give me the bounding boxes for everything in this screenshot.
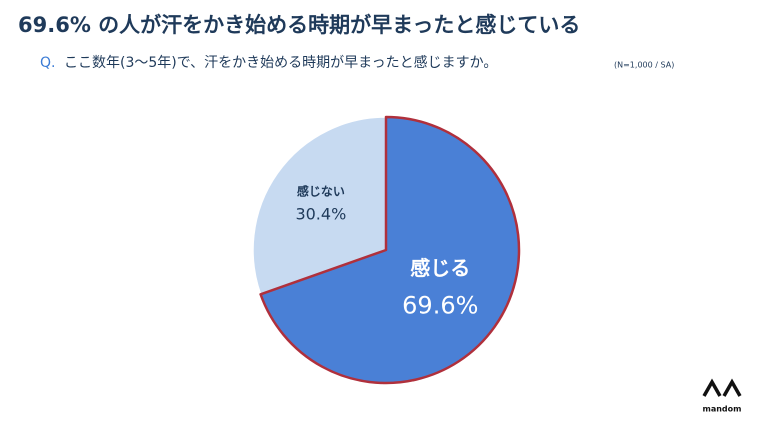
- logo-mark: [702, 378, 742, 397]
- chart-subtitle: ここ数年(3～5年)で、汗をかき始める時期が早まったと感じますか。: [64, 54, 497, 71]
- logo: mandom: [702, 378, 742, 414]
- slice-label: 感じる: [410, 256, 470, 280]
- chart-note: (N=1,000 / SA): [614, 61, 674, 70]
- pie-slice: [259, 115, 521, 385]
- logo-text: mandom: [703, 405, 742, 414]
- slice-label: 感じない: [297, 183, 345, 198]
- value-label: 69.6%: [402, 291, 478, 319]
- value-label: 30.4%: [295, 204, 346, 223]
- chart-title: 69.6% の人が汗をかき始める時期が早まったと感じている: [18, 13, 580, 37]
- question-label: Q.: [40, 55, 55, 71]
- pie-slice: [252, 116, 387, 296]
